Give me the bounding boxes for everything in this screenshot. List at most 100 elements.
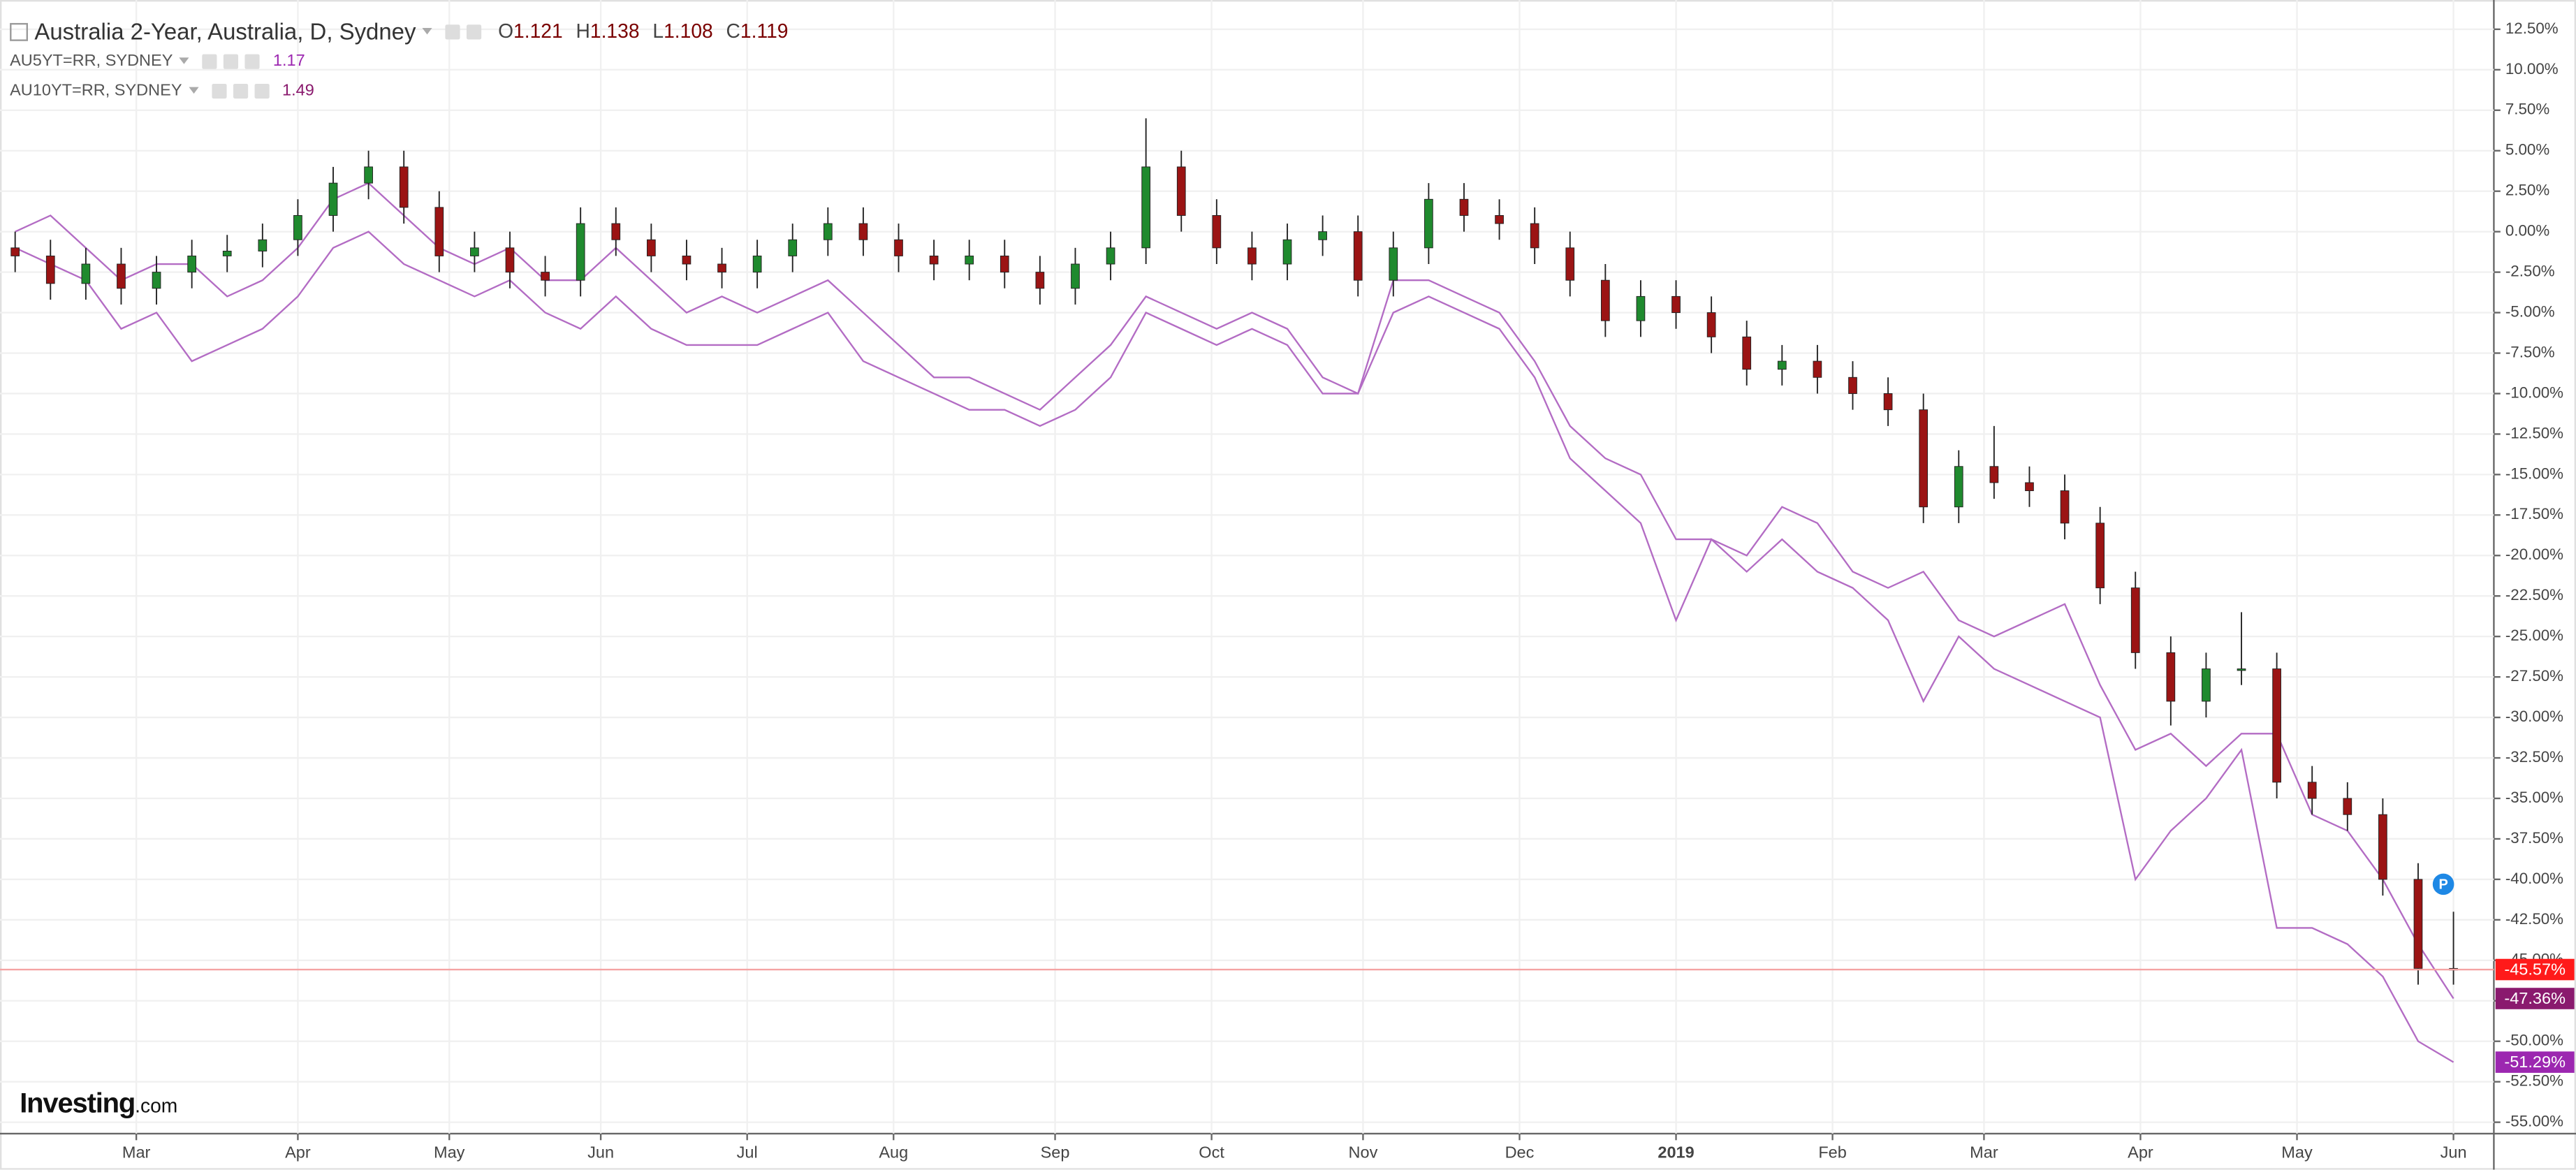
candle-body (2060, 490, 2070, 524)
candle-body (2307, 782, 2317, 799)
candle-body (647, 239, 656, 256)
candle-body (470, 247, 479, 256)
y-tick-label: -50.00% (2505, 1032, 2563, 1049)
remove-icon[interactable] (244, 53, 261, 68)
candle-body (1176, 166, 1186, 216)
legend: Australia 2-Year, Australia, D, Sydney O… (10, 17, 801, 105)
y-tick-label: -37.50% (2505, 829, 2563, 847)
candle-body (434, 207, 444, 256)
annotation-label: P (2438, 877, 2447, 892)
eye-icon[interactable] (202, 53, 217, 68)
candle-body (541, 272, 550, 281)
candle-body (187, 255, 196, 273)
y-tick-label: -35.00% (2505, 789, 2563, 806)
candle-body (1071, 263, 1080, 289)
candle-body (1742, 336, 1752, 370)
settings-icon[interactable] (467, 24, 482, 39)
x-tick-label: Jul (737, 1143, 758, 1161)
y-tick-label: 7.50% (2505, 101, 2549, 118)
series-legend: AU5YT=RR, SYDNEY 1.17 AU10YT=RR, SYDNEY 1.4… (10, 46, 801, 105)
y-tick-label: -52.50% (2505, 1072, 2563, 1090)
x-tick-label: Aug (879, 1143, 908, 1161)
y-tick-label: -55.00% (2505, 1113, 2563, 1130)
candle-body (929, 255, 939, 265)
candle-body (1141, 166, 1150, 249)
ohlc-value: 1.121 (513, 20, 563, 43)
candle-body (823, 223, 833, 240)
ohlc-value: 1.108 (664, 20, 713, 43)
y-tick-label: 5.00% (2505, 141, 2549, 159)
x-tick-label: May (434, 1143, 465, 1161)
main-legend: Australia 2-Year, Australia, D, Sydney O… (10, 17, 801, 46)
y-tick-label: -30.00% (2505, 708, 2563, 725)
menu-caret[interactable] (422, 27, 432, 35)
y-tick-label: -7.50% (2505, 343, 2555, 360)
candle-body (1813, 360, 1822, 378)
y-tick-label: -25.00% (2505, 627, 2563, 644)
candle-body (2237, 668, 2246, 671)
x-tick-label: Jun (587, 1143, 614, 1161)
y-tick-label: -2.50% (2505, 263, 2555, 280)
ohlc-key: H (576, 20, 590, 43)
eye-icon[interactable] (211, 82, 227, 98)
candle-body (965, 255, 974, 265)
candle-body (1919, 409, 1929, 508)
eye-icon[interactable] (445, 24, 460, 39)
candle-body (45, 255, 55, 284)
ohlc-key: O (498, 20, 514, 43)
menu-caret[interactable] (188, 87, 199, 94)
candle-body (152, 272, 161, 289)
collapse-icon[interactable] (10, 22, 28, 41)
x-tick-label: Jun (2440, 1143, 2467, 1161)
candle-body (2413, 879, 2423, 969)
settings-icon[interactable] (233, 82, 248, 98)
y-tick-label: -32.50% (2505, 748, 2563, 766)
y-tick-label: 10.00% (2505, 60, 2559, 78)
comparison-line (15, 231, 2454, 1063)
series-legend-row: AU5YT=RR, SYDNEY 1.17 (10, 46, 801, 75)
candle-body (2378, 814, 2387, 880)
grid (0, 0, 2494, 1134)
settings-icon[interactable] (224, 53, 239, 68)
x-tick-label: Mar (1970, 1143, 1998, 1161)
ohlc-item: O1.121 (498, 20, 563, 43)
price-tag-label: -45.57% (2504, 960, 2566, 978)
candle-body (1601, 279, 1610, 321)
y-tick-label: 2.50% (2505, 182, 2549, 199)
menu-caret[interactable] (179, 57, 189, 64)
ohlc-item: H1.138 (576, 20, 640, 43)
candle-body (222, 251, 232, 256)
price-tag (2495, 958, 2575, 981)
main-title: Australia 2-Year, Australia, D, Sydney (34, 17, 416, 45)
ohlc-key: L (652, 20, 664, 43)
x-tick-label: May (2281, 1143, 2313, 1161)
candle-body (505, 247, 515, 273)
y-tick-label: -10.00% (2505, 383, 2563, 401)
candle-body (1565, 247, 1575, 281)
candle-body (788, 239, 798, 256)
y-tick-label: -20.00% (2505, 546, 2563, 563)
candle-body (328, 182, 338, 216)
y-tick-label: -17.50% (2505, 505, 2563, 522)
candle-body (1353, 231, 1363, 281)
price-tag (2495, 1051, 2575, 1073)
candle-body (1389, 247, 1398, 281)
x-tick-label: Oct (1199, 1143, 1224, 1161)
candle-body (2343, 798, 2352, 815)
remove-icon[interactable] (254, 82, 270, 98)
annotation-marker (2432, 873, 2454, 895)
y-tick-label: -27.50% (2505, 667, 2563, 685)
y-tick-label: -22.50% (2505, 586, 2563, 604)
ohlc-key: C (726, 20, 740, 43)
x-tick-label: Feb (1818, 1143, 1847, 1161)
series-name: AU10YT=RR, SYDNEY (10, 81, 182, 100)
y-tick-label: -40.00% (2505, 870, 2563, 887)
y-tick-label: -42.50% (2505, 910, 2563, 928)
candle-body (1212, 215, 1222, 249)
y-tick-label: 0.00% (2505, 222, 2549, 240)
candle-body (611, 223, 621, 240)
candle-body (1883, 393, 1893, 411)
candle-body (117, 263, 126, 289)
